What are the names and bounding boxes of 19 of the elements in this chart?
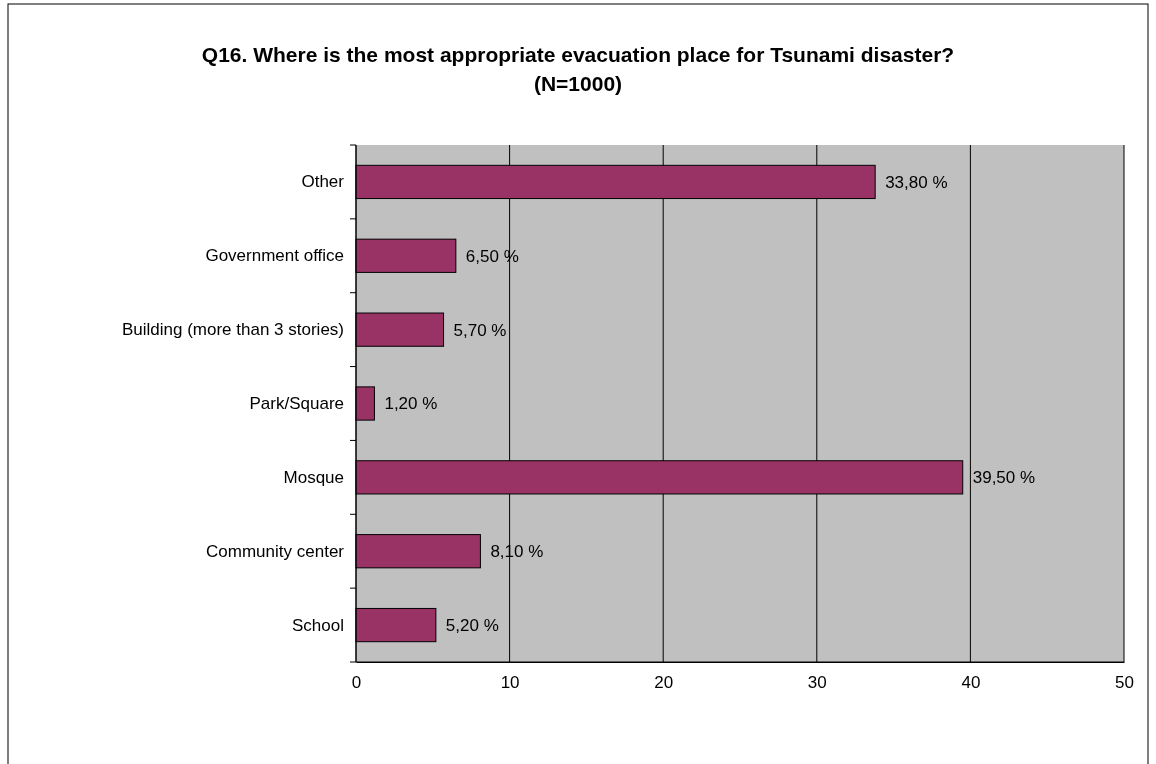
y-tick-label: School — [292, 615, 344, 635]
x-tick-label: 10 — [500, 673, 520, 693]
x-tick-label: 20 — [654, 673, 674, 693]
x-tick-label: 0 — [351, 673, 362, 693]
data-label: 39,50 % — [972, 468, 1036, 488]
y-tick-label: Government office — [205, 246, 344, 266]
x-tick-label: 50 — [1115, 673, 1134, 693]
chart-title: Q16. Where is the most appropriate evacuation place for Tsunami disaster? (N=1000) — [201, 43, 955, 95]
y-tick-label: Community center — [206, 541, 345, 561]
data-label: 33,80 % — [885, 172, 948, 192]
y-tick-label: Other — [301, 172, 345, 192]
data-label: 5,20 % — [445, 616, 499, 636]
y-tick-label: Building (more than 3 stories) — [121, 320, 344, 340]
x-tick-label: 40 — [961, 673, 981, 693]
y-tick-label: Park/Square — [249, 393, 344, 413]
data-label: 5,70 % — [453, 320, 507, 340]
data-label: 1,20 % — [384, 394, 438, 414]
x-tick-label: 30 — [807, 673, 827, 693]
y-tick-label: Mosque — [283, 467, 344, 487]
